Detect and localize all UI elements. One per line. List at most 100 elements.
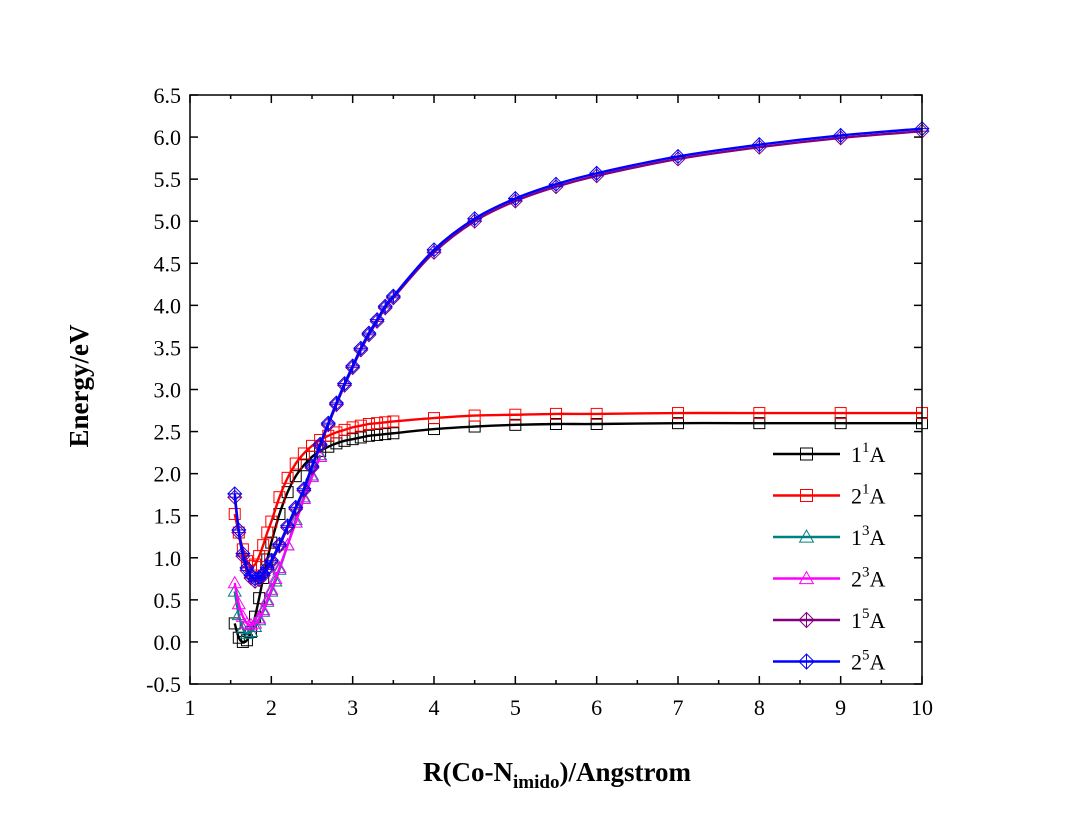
legend-label-main: 1 — [851, 442, 862, 467]
series-1-1A — [228, 417, 928, 648]
legend-label-suffix: A — [870, 484, 886, 509]
data-point — [362, 429, 375, 442]
data-point — [297, 447, 310, 460]
data-point — [590, 417, 603, 430]
data-point — [263, 552, 279, 568]
data-point — [289, 457, 302, 470]
data-point — [345, 358, 361, 374]
data-point — [231, 522, 247, 538]
legend-entry: 23A — [773, 565, 886, 592]
data-point — [509, 408, 522, 421]
series-line — [233, 127, 923, 581]
y-tick-label: -0.5 — [146, 672, 181, 697]
x-tick-label: 1 — [185, 695, 196, 720]
data-point — [271, 536, 288, 552]
legend-label-sup: 1 — [862, 440, 870, 456]
y-tick-label: 0.0 — [154, 630, 182, 655]
data-point — [338, 423, 351, 436]
data-point — [379, 428, 392, 441]
data-point — [304, 458, 320, 474]
data-point — [280, 518, 296, 534]
data-point — [589, 165, 605, 181]
x-axis-title-main: R(Co-N — [423, 757, 513, 787]
legend-marker — [798, 653, 815, 670]
y-tick-label: 1.0 — [154, 546, 182, 571]
data-point — [834, 417, 847, 430]
legend-marker — [798, 570, 815, 585]
data-point — [249, 558, 262, 571]
data-point — [377, 298, 393, 314]
data-point — [256, 604, 271, 617]
data-point — [672, 407, 684, 420]
legend-label-main: 2 — [851, 650, 862, 675]
data-point — [235, 545, 251, 562]
data-point — [243, 617, 259, 631]
data-point — [346, 421, 359, 434]
series-line — [233, 421, 922, 644]
legend-label: 11A — [851, 440, 886, 467]
legend-marker — [800, 447, 813, 461]
data-point — [227, 486, 243, 502]
data-point — [231, 596, 246, 610]
data-point — [328, 395, 344, 411]
data-point — [264, 582, 279, 595]
data-point — [296, 481, 312, 497]
legend-label-sup: 3 — [862, 565, 870, 581]
series-line — [233, 129, 923, 583]
legend-label: 21A — [851, 482, 886, 509]
x-tick-label: 9 — [835, 695, 846, 720]
data-point — [346, 433, 359, 446]
x-tick-label: 8 — [754, 695, 765, 720]
legend-label-sup: 3 — [862, 523, 870, 539]
data-point — [753, 417, 766, 430]
axes-layer: 1 2 3 4 5 6 7 8 9 10-0.50.00.51.01.52.02.53.03.54… — [146, 83, 933, 720]
data-point — [256, 602, 271, 616]
series-2-1A — [228, 407, 928, 573]
legend-label-main: 2 — [851, 567, 862, 592]
legend-entry: 21A — [773, 482, 886, 509]
data-point — [371, 428, 384, 441]
x-tick-label: 3 — [347, 695, 358, 720]
x-tick-label: 4 — [429, 695, 440, 720]
data-point — [670, 148, 686, 165]
data-point — [288, 499, 304, 515]
legend-label: 25A — [851, 648, 886, 675]
data-point — [272, 560, 287, 574]
y-tick-label: 4.5 — [154, 251, 182, 276]
data-point — [385, 288, 401, 304]
legend-marker — [798, 529, 815, 543]
legend-label-suffix: A — [870, 650, 886, 675]
data-point — [289, 470, 302, 483]
data-point — [426, 242, 442, 258]
legend-marker — [798, 611, 815, 629]
data-point — [387, 415, 400, 428]
legend-label-sup: 1 — [862, 482, 870, 498]
legend-label-suffix: A — [870, 608, 886, 633]
data-point — [235, 609, 251, 622]
series-2-3A — [227, 449, 328, 631]
data-point — [239, 626, 255, 639]
data-point — [336, 376, 353, 392]
series-line — [233, 411, 922, 568]
legend-label-suffix: A — [870, 442, 886, 467]
x-tick-label: 6 — [591, 695, 602, 720]
legend-label-main: 2 — [851, 484, 862, 509]
data-point — [362, 417, 375, 430]
data-point — [227, 575, 242, 589]
data-point — [834, 407, 847, 420]
y-tick-label: 6.5 — [154, 83, 182, 108]
data-point — [550, 417, 562, 430]
legend-entry: 25A — [773, 648, 886, 675]
data-point — [228, 508, 241, 521]
x-tick-label: 7 — [673, 695, 684, 720]
data-point — [548, 176, 564, 192]
series-2-5A — [227, 121, 930, 587]
legend-entry: 13A — [773, 523, 886, 550]
data-point — [753, 407, 766, 420]
y-tick-label: 3.5 — [154, 335, 182, 360]
y-tick-label: 4.0 — [154, 293, 182, 318]
data-point — [507, 190, 523, 207]
x-axis-title-tail: )/Angstrom — [559, 757, 691, 787]
legend-entry: 15A — [773, 606, 886, 633]
